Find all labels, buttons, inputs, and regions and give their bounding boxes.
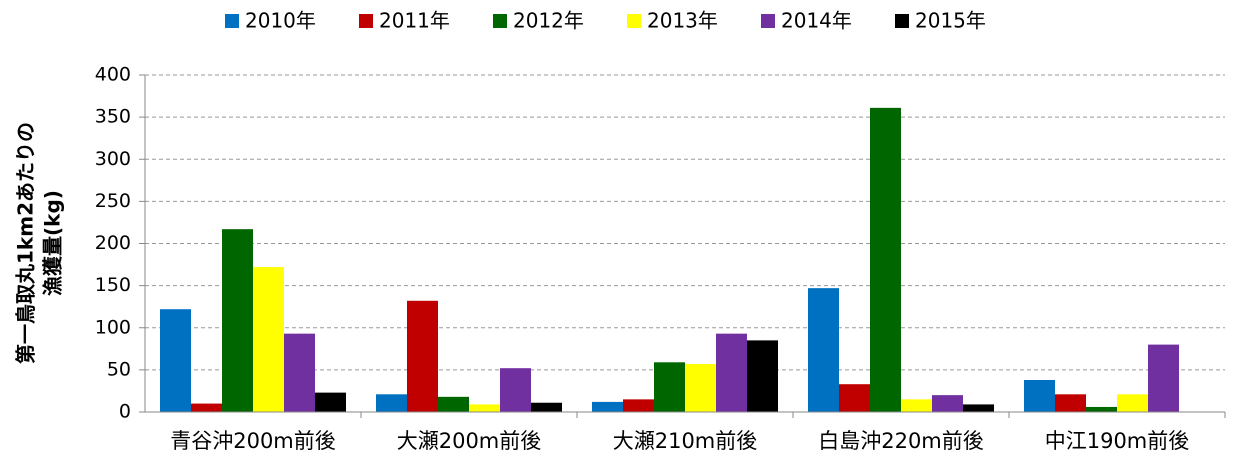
legend-label: 2012年 — [513, 9, 584, 33]
y-tick-label: 300 — [95, 148, 131, 170]
bar — [469, 404, 500, 412]
y-tick-label: 250 — [95, 190, 131, 212]
y-tick-label: 350 — [95, 106, 131, 128]
bar — [870, 107, 901, 413]
bar — [531, 402, 562, 412]
legend-swatch — [493, 14, 507, 28]
bar — [315, 392, 346, 412]
x-tick-label: 大瀬210m前後 — [613, 429, 758, 453]
bar — [160, 309, 191, 412]
legend-swatch — [895, 14, 909, 28]
bar — [963, 404, 994, 412]
y-tick-label: 150 — [95, 274, 131, 296]
bar — [407, 300, 438, 412]
bar — [1055, 394, 1086, 412]
bar — [1148, 344, 1179, 412]
bar — [592, 401, 623, 412]
legend-label: 2015年 — [915, 9, 986, 33]
y-tick-label: 0 — [119, 401, 131, 423]
x-tick-label: 青谷沖200m前後 — [170, 429, 336, 453]
legend-label: 2011年 — [379, 9, 450, 33]
bar — [839, 384, 870, 412]
bar — [932, 395, 963, 412]
bar — [438, 396, 469, 412]
bar — [191, 403, 222, 412]
bar — [747, 340, 778, 412]
y-tick-label: 200 — [95, 232, 131, 254]
bar — [1117, 394, 1148, 412]
bar — [253, 267, 284, 412]
bar — [901, 399, 932, 412]
y-axis-label: 第一鳥取丸1km2あたりの — [14, 122, 38, 364]
y-tick-label: 100 — [95, 316, 131, 338]
x-tick-label: 中江190m前後 — [1045, 429, 1190, 453]
legend-swatch — [627, 14, 641, 28]
bar — [685, 363, 716, 412]
legend-label: 2014年 — [781, 9, 852, 33]
bar — [623, 399, 654, 412]
bar — [654, 362, 685, 412]
y-axis-label: 漁獲量(kg) — [41, 190, 65, 296]
bar — [1024, 379, 1055, 412]
x-tick-label: 大瀬200m前後 — [397, 429, 542, 453]
bar — [500, 368, 531, 412]
legend-swatch — [359, 14, 373, 28]
legend-swatch — [761, 14, 775, 28]
bar — [1086, 406, 1117, 412]
legend-label: 2010年 — [245, 9, 316, 33]
bar — [222, 229, 253, 412]
legend-label: 2013年 — [647, 9, 718, 33]
bar — [716, 333, 747, 412]
bar — [284, 333, 315, 412]
y-tick-label: 400 — [95, 64, 131, 86]
bar — [808, 288, 839, 412]
y-tick-label: 50 — [107, 358, 131, 380]
bar — [376, 394, 407, 412]
x-tick-label: 白島沖220m前後 — [818, 429, 984, 453]
legend-swatch — [225, 14, 239, 28]
